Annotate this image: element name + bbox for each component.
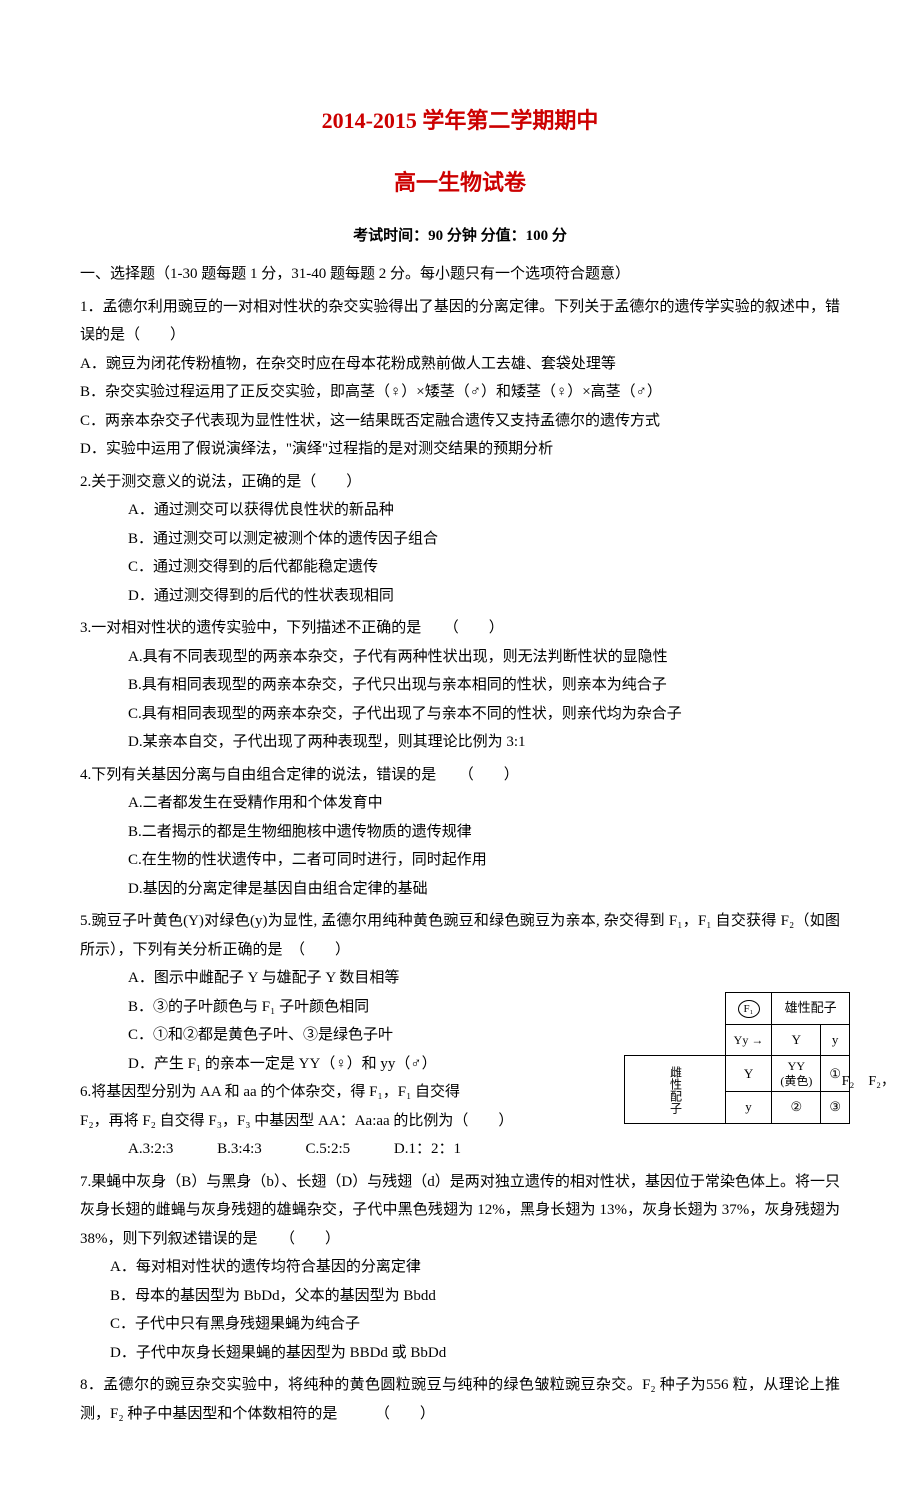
q6-opt-d: D.1：2：1 bbox=[394, 1135, 461, 1164]
q1-opt-d: D．实验中运用了假说演绎法，"演绎"过程指的是对测交结果的预期分析 bbox=[80, 435, 840, 464]
q4-opt-a: A.二者都发生在受精作用和个体发育中 bbox=[80, 789, 840, 818]
q7-opt-a: A．每对相对性状的遗传均符合基因的分离定律 bbox=[80, 1253, 840, 1282]
q6-text: 6.将基因型分别为 AA 和 aa 的个体杂交，得 F₁，F₁ 自交得 bbox=[80, 1078, 510, 1107]
male-gamete-header: 雄性配子 bbox=[772, 993, 850, 1025]
q5-text: 5.豌豆子叶黄色(Y)对绿色(y)为显性, 孟德尔用纯种黄色豌豆和绿色豌豆为亲本… bbox=[80, 907, 840, 964]
q5-opt-a: A．图示中雌配子 Y 与雄配子 Y 数目相等 bbox=[80, 964, 510, 993]
female-gamete-header: 雌性配子 bbox=[625, 1056, 725, 1123]
q5-opt-c: C．①和②都是黄色子叶、③是绿色子叶 bbox=[80, 1021, 510, 1050]
q2-opt-c: C．通过测交得到的后代都能稳定遗传 bbox=[80, 553, 840, 582]
sub-title: 高一生物试卷 bbox=[80, 162, 840, 204]
section-1-heading: 一、选择题（1-30 题每题 1 分，31-40 题每题 2 分。每小题只有一个… bbox=[80, 260, 840, 289]
question-8: 8．孟德尔的豌豆杂交实验中，将纯种的黄色圆粒豌豆与纯种的绿色皱粒豌豆杂交。F₂ … bbox=[80, 1371, 840, 1428]
q2-text: 2.关于测交意义的说法，正确的是（ ） bbox=[80, 468, 840, 497]
q3-opt-c: C.具有相同表现型的两亲本杂交，子代出现了与亲本不同的性状，则亲代均为杂合子 bbox=[80, 700, 840, 729]
col-header-Y: Y bbox=[772, 1024, 821, 1056]
q5-opt-b: B．③的子叶颜色与 F₁ 子叶颜色相同 bbox=[80, 993, 510, 1022]
q6-opt-b: B.3:4:3 bbox=[217, 1135, 262, 1164]
q1-opt-b: B．杂交实验过程运用了正反交实验，即高茎（♀）×矮茎（♂）和矮茎（♀）×高茎（♂… bbox=[80, 378, 840, 407]
question-7: 7.果蝇中灰身（B）与黑身（b）、长翅（D）与残翅（d）是两对独立遗传的相对性状… bbox=[80, 1168, 840, 1368]
q4-opt-c: C.在生物的性状遗传中，二者可同时进行，同时起作用 bbox=[80, 846, 840, 875]
q7-opt-b: B．母本的基因型为 BbDd，父本的基因型为 Bbdd bbox=[80, 1282, 840, 1311]
row-header-Y: Y bbox=[725, 1056, 772, 1092]
q3-text: 3.一对相对性状的遗传实验中，下列描述不正确的是 （ ） bbox=[80, 614, 840, 643]
q1-opt-a: A．豌豆为闭花传粉植物，在杂交时应在母本花粉成熟前做人工去雄、套袋处理等 bbox=[80, 350, 840, 379]
question-3: 3.一对相对性状的遗传实验中，下列描述不正确的是 （ ） A.具有不同表现型的两… bbox=[80, 614, 840, 757]
q6-opt-c: C.5:2:5 bbox=[306, 1135, 351, 1164]
q3-opt-a: A.具有不同表现型的两亲本杂交，子代有两种性状出现，则无法判断性状的显隐性 bbox=[80, 643, 840, 672]
punnett-square-table: F₁ 雄性配子 Yy → Y y 雌性配子 Y YY(黄色) ① y ② ③ bbox=[624, 992, 850, 1124]
col-header-y: y bbox=[821, 1024, 850, 1056]
exam-info: 考试时间：90 分钟 分值：100 分 bbox=[80, 222, 840, 251]
q3-opt-d: D.某亲本自交，子代出现了两种表现型，则其理论比例为 3:1 bbox=[80, 728, 840, 757]
q7-text: 7.果蝇中灰身（B）与黑身（b）、长翅（D）与残翅（d）是两对独立遗传的相对性状… bbox=[80, 1168, 840, 1254]
f2-label: F₂ F₂， bbox=[842, 1069, 895, 1096]
q4-opt-d: D.基因的分离定律是基因自由组合定律的基础 bbox=[80, 875, 840, 904]
cell-YY: YY(黄色) bbox=[772, 1056, 821, 1092]
q7-opt-c: C．子代中只有黑身残翅果蝇为纯合子 bbox=[80, 1310, 840, 1339]
q7-opt-d: D．子代中灰身长翅果蝇的基因型为 BBDd 或 BbDd bbox=[80, 1339, 840, 1368]
q4-opt-b: B.二者揭示的都是生物细胞核中遗传物质的遗传规律 bbox=[80, 818, 840, 847]
cell-2: ② bbox=[772, 1092, 821, 1124]
q5-opt-d: D．产生 F₁ 的亲本一定是 YY（♀）和 yy（♂） bbox=[80, 1050, 510, 1079]
q3-opt-b: B.具有相同表现型的两亲本杂交，子代只出现与亲本相同的性状，则亲本为纯合子 bbox=[80, 671, 840, 700]
q2-opt-a: A．通过测交可以获得优良性状的新品种 bbox=[80, 496, 840, 525]
q8-text: 8．孟德尔的豌豆杂交实验中，将纯种的黄色圆粒豌豆与纯种的绿色皱粒豌豆杂交。F₂ … bbox=[80, 1371, 840, 1428]
main-title: 2014-2015 学年第二学期期中 bbox=[80, 100, 840, 142]
q6-opt-a: A.3:2:3 bbox=[128, 1135, 173, 1164]
q4-text: 4.下列有关基因分离与自由组合定律的说法，错误的是 （ ） bbox=[80, 761, 840, 790]
yy-label: Yy bbox=[734, 1033, 749, 1047]
question-5: 5.豌豆子叶黄色(Y)对绿色(y)为显性, 孟德尔用纯种黄色豌豆和绿色豌豆为亲本… bbox=[80, 907, 840, 1164]
question-1: 1．孟德尔利用豌豆的一对相对性状的杂交实验得出了基因的分离定律。下列关于孟德尔的… bbox=[80, 293, 840, 464]
question-4: 4.下列有关基因分离与自由组合定律的说法，错误的是 （ ） A.二者都发生在受精… bbox=[80, 761, 840, 904]
f1-label: F₁ bbox=[738, 1000, 760, 1018]
q2-opt-d: D．通过测交得到的后代的性状表现相同 bbox=[80, 582, 840, 611]
q1-text: 1．孟德尔利用豌豆的一对相对性状的杂交实验得出了基因的分离定律。下列关于孟德尔的… bbox=[80, 293, 840, 350]
q2-opt-b: B．通过测交可以测定被测个体的遗传因子组合 bbox=[80, 525, 840, 554]
cell-3: ③ bbox=[821, 1092, 850, 1124]
q6-options: A.3:2:3 B.3:4:3 C.5:2:5 D.1：2：1 bbox=[80, 1135, 840, 1164]
row-header-y: y bbox=[725, 1092, 772, 1124]
question-2: 2.关于测交意义的说法，正确的是（ ） A．通过测交可以获得优良性状的新品种 B… bbox=[80, 468, 840, 611]
q1-opt-c: C．两亲本杂交子代表现为显性性状，这一结果既否定融合遗传又支持孟德尔的遗传方式 bbox=[80, 407, 840, 436]
